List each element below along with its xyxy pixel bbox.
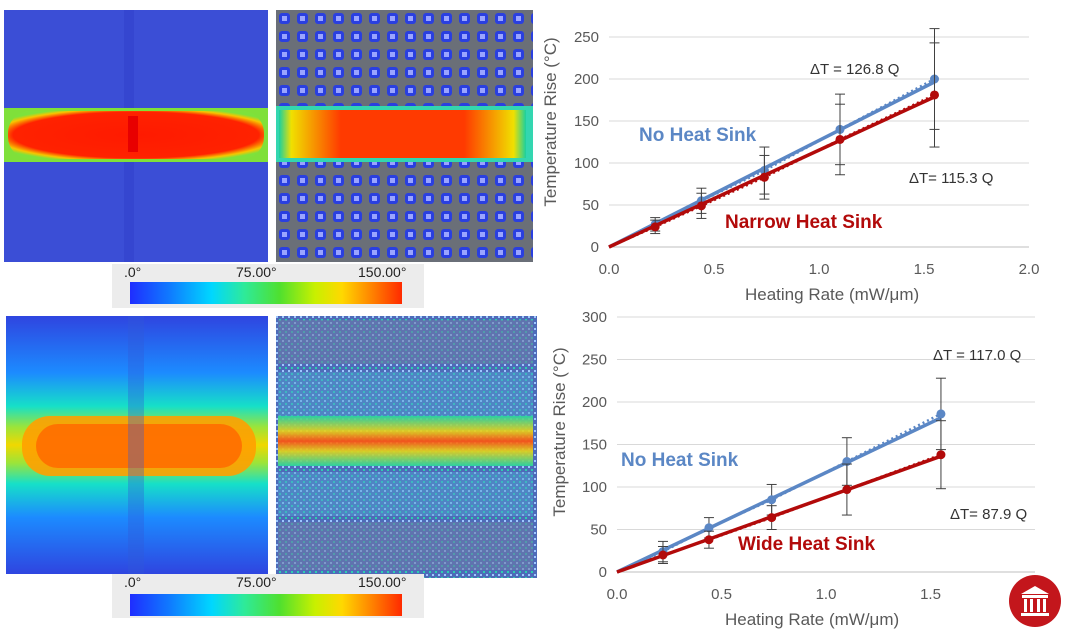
data-point [930, 90, 939, 100]
y-tick-label: 150 [574, 113, 599, 130]
series-fit-line [616, 454, 942, 574]
y-tick-label: 150 [582, 437, 607, 454]
y-tick-label: 0 [591, 239, 599, 256]
series-label: No Heat Sink [639, 125, 757, 146]
colorbar-bottom [130, 594, 402, 616]
colorbar-top-tick-max: 150.00° [358, 264, 407, 280]
x-tick-label: 1.0 [816, 586, 837, 603]
y-axis-title: Temperature Rise (°C) [550, 347, 569, 516]
fit-equation-label: ΔT= 87.9 Q [950, 506, 1027, 523]
colorbar-top-box: .0° 75.00° 150.00° [112, 264, 424, 308]
data-point [767, 513, 777, 523]
x-tick-label: 0.5 [711, 586, 732, 603]
x-tick-label: 0.0 [607, 586, 628, 603]
thermal-simulation-bottom [6, 316, 268, 574]
fit-equation-label: ΔT= 115.3 Q [909, 170, 993, 187]
thermal-simulation-top [4, 10, 268, 262]
x-tick-label: 0.5 [704, 261, 725, 278]
data-point [696, 201, 706, 211]
colorbar-bottom-tick-min: .0° [124, 574, 142, 590]
x-tick-label: 2.0 [1019, 261, 1040, 278]
data-point [936, 450, 946, 460]
y-tick-label: 100 [574, 155, 599, 172]
temperature-chart-wide-heat-sink: 0 50 100 150 200 250 300 0.0 0.5 1.0 1.5 Heating Ra… [550, 309, 1035, 629]
data-point [842, 485, 852, 495]
temperature-chart-narrow-heat-sink: 0 50 100 150 200 250 0.0 0.5 1.0 1.5 2.0 Heating Ra… [541, 28, 1040, 304]
y-tick-label: 200 [574, 71, 599, 88]
thermal-simulation-bottom-image [6, 316, 268, 574]
y-tick-label: 250 [574, 29, 599, 46]
fit-equation-label: ΔT = 117.0 Q [933, 347, 1021, 364]
thermal-simulation-top-image [4, 10, 268, 262]
data-point [936, 409, 946, 419]
series-label: Wide Heat Sink [738, 534, 876, 555]
colorbar-bottom-box: .0° 75.00° 150.00° [112, 574, 424, 618]
y-tick-label: 50 [582, 197, 599, 214]
data-point [835, 134, 845, 144]
ir-thermal-image-bottom-pattern [276, 316, 537, 578]
y-tick-label: 50 [590, 522, 607, 539]
y-axis-title: Temperature Rise (°C) [541, 37, 560, 206]
ir-thermal-image-top-pattern [276, 10, 533, 262]
x-tick-label: 1.0 [809, 261, 830, 278]
x-tick-label: 1.5 [920, 586, 941, 603]
y-tick-label: 250 [582, 352, 607, 369]
x-tick-label: 0.0 [599, 261, 620, 278]
university-logo [1009, 575, 1061, 627]
colorbar-bottom-tick-max: 150.00° [358, 574, 407, 590]
x-axis-title: Heating Rate (mW/μm) [725, 610, 899, 629]
series-label: No Heat Sink [621, 450, 739, 471]
series-fit-line [608, 80, 936, 249]
data-point [704, 523, 714, 533]
y-tick-label: 0 [599, 564, 607, 581]
y-tick-label: 200 [582, 394, 607, 411]
series-fit-line [608, 95, 936, 249]
data-point [704, 535, 714, 545]
colorbar-top-tick-min: .0° [124, 264, 142, 280]
data-point [767, 495, 777, 505]
fit-equation-label: ΔT = 126.8 Q [810, 61, 899, 78]
series-fit-line [616, 416, 942, 574]
ir-thermal-image-bottom [276, 316, 537, 578]
building-icon [1021, 586, 1049, 616]
series-label: Narrow Heat Sink [725, 212, 883, 233]
ir-thermal-image-top [276, 10, 533, 262]
y-tick-label: 100 [582, 479, 607, 496]
x-tick-label: 1.5 [914, 261, 935, 278]
colorbar-top-tick-mid: 75.00° [236, 264, 277, 280]
x-axis-title: Heating Rate (mW/μm) [745, 285, 919, 304]
colorbar-bottom-tick-mid: 75.00° [236, 574, 277, 590]
colorbar-top [130, 282, 402, 304]
y-tick-label: 300 [582, 309, 607, 326]
data-point [658, 550, 668, 560]
data-point [650, 222, 660, 232]
data-point [759, 172, 769, 182]
